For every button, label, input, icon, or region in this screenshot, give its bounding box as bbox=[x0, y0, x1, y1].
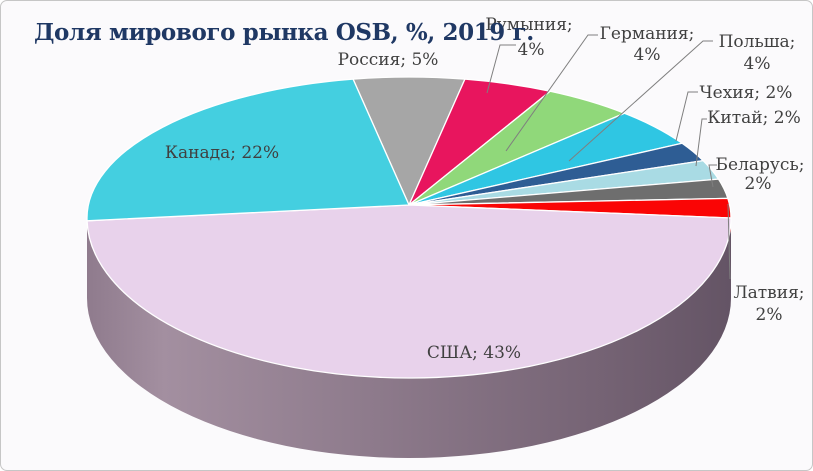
slice-label-Румыния: Румыния; bbox=[485, 15, 572, 35]
slice-label-Россия: Россия; 5% bbox=[338, 50, 439, 70]
slice-label-Латвия: 2% bbox=[756, 305, 783, 325]
leader-line-Беларусь bbox=[708, 164, 717, 188]
slice-label-Польша: 4% bbox=[744, 54, 771, 74]
leader-line-Чехия bbox=[675, 91, 698, 142]
leader-line-Латвия bbox=[727, 203, 731, 280]
slice-label-Чехия: Чехия; 2% bbox=[700, 83, 793, 103]
pie-side-usa bbox=[87, 218, 731, 458]
slice-label-Латвия: Латвия; bbox=[733, 283, 804, 303]
slice-labels: Россия; 5%Румыния;4%Германия;4%Польша;4%… bbox=[165, 15, 805, 363]
leader-line-Германия bbox=[505, 34, 598, 152]
leader-line-Китай bbox=[695, 118, 707, 167]
slice-label-Румыния: 4% bbox=[518, 40, 545, 60]
slice-label-Китай: Китай; 2% bbox=[707, 108, 800, 128]
slice-label-Германия: 4% bbox=[634, 45, 661, 65]
pie-slice-Канада bbox=[86, 78, 410, 222]
pie-slice-США bbox=[86, 204, 732, 379]
leader-line-Румыния bbox=[486, 44, 516, 94]
pie-slices bbox=[86, 76, 732, 379]
slice-label-Германия: Германия; bbox=[600, 24, 695, 44]
chart-title: Доля мирового рынка OSB, %, 2019 г. bbox=[34, 19, 534, 46]
slice-label-США: США; 43% bbox=[427, 343, 521, 363]
leader-line-Польша bbox=[568, 40, 713, 162]
slice-label-Польша: Польша; bbox=[719, 32, 796, 52]
leader-lines bbox=[486, 34, 731, 280]
slice-label-Беларусь: Беларусь; bbox=[716, 155, 805, 175]
slice-label-Канада: Канада; 22% bbox=[165, 143, 279, 163]
slice-label-Беларусь: 2% bbox=[745, 174, 772, 194]
